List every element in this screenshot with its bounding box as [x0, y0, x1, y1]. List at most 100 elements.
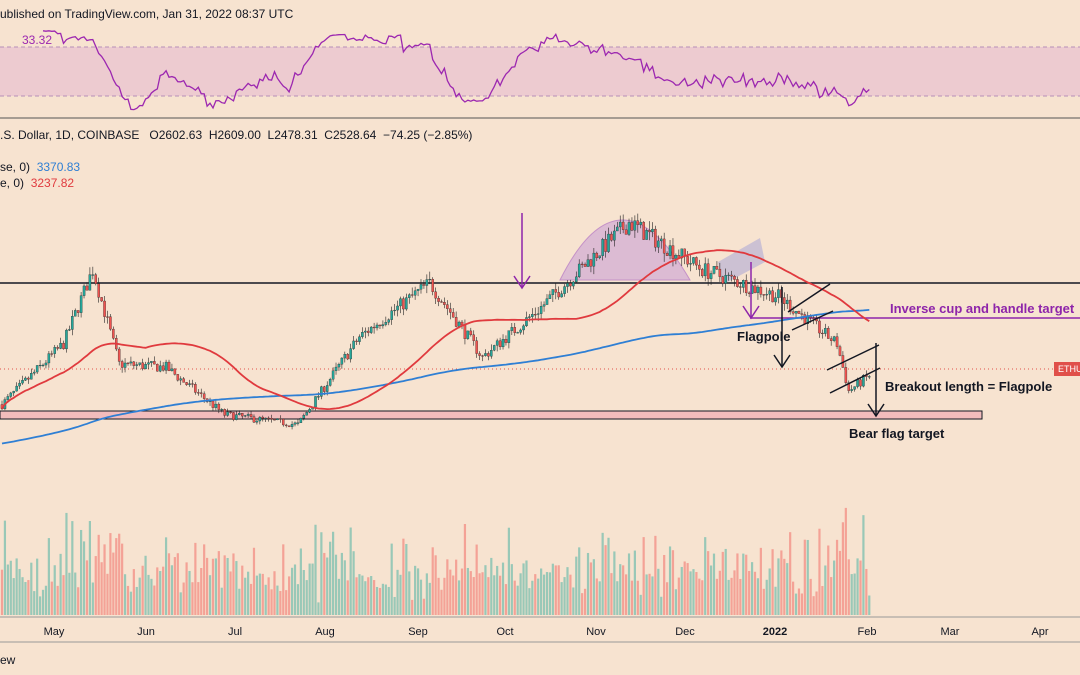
- volume-bar: [753, 571, 757, 615]
- candle-body: [276, 418, 279, 421]
- volume-bar: [229, 571, 232, 615]
- candle-body: [135, 364, 139, 366]
- open-label: O: [149, 128, 159, 142]
- candle-body: [191, 383, 194, 385]
- volume-bar: [103, 544, 106, 615]
- ma1-legend: se, 0) 3370.83: [0, 160, 80, 174]
- candle-body: [129, 361, 133, 364]
- candle-body: [654, 228, 657, 248]
- candle-body: [419, 284, 423, 290]
- candle-body: [838, 346, 842, 356]
- ohlc-line: .S. Dollar, 1D, COINBASE O2602.63 H2609.…: [0, 128, 472, 142]
- volume-bar: [329, 541, 332, 615]
- volume-bar: [721, 551, 724, 615]
- volume-bar: [540, 568, 543, 615]
- candle-body: [498, 340, 502, 348]
- volume-bar: [645, 574, 648, 615]
- volume-bar: [74, 572, 77, 615]
- volume-bar: [428, 582, 431, 615]
- volume-bar: [203, 544, 206, 615]
- volume-bar: [267, 577, 270, 615]
- candle-body: [490, 350, 493, 357]
- volume-bar: [624, 574, 628, 615]
- flag1-upper: [787, 283, 831, 313]
- volume-bar: [794, 593, 798, 615]
- volume-bar: [38, 596, 42, 615]
- volume-bar: [853, 573, 856, 615]
- candle-body: [460, 321, 464, 326]
- volume-bar: [408, 571, 411, 615]
- candle-body: [616, 226, 619, 232]
- volume-bar: [440, 589, 443, 615]
- volume-bar: [516, 585, 519, 615]
- volume-bar: [144, 555, 147, 615]
- candle-body: [727, 274, 730, 276]
- volume-bar: [352, 551, 355, 615]
- candle-body: [569, 283, 572, 287]
- candle-body: [492, 345, 496, 351]
- volume-bar: [800, 593, 803, 615]
- volume-bar: [123, 574, 127, 615]
- volume-bar: [627, 553, 631, 615]
- volume-bar: [452, 575, 455, 615]
- candle-body: [425, 279, 429, 286]
- candle-body: [437, 298, 440, 302]
- volume-bar: [355, 577, 358, 615]
- candle-body: [282, 418, 285, 426]
- candle-body: [197, 392, 200, 394]
- candle-body: [68, 329, 71, 331]
- volume-bar: [126, 585, 130, 615]
- volume-bar: [434, 555, 437, 615]
- volume-bar: [106, 573, 109, 615]
- volume-bar: [704, 537, 707, 615]
- candle-body: [364, 330, 367, 333]
- volume-bar: [53, 565, 56, 615]
- candle-body: [510, 327, 514, 331]
- candle-body: [645, 230, 648, 240]
- candle-body: [147, 362, 150, 365]
- volume-bar: [674, 589, 677, 615]
- volume-bar: [188, 570, 191, 615]
- ma50-line: [1, 249, 870, 411]
- candle-body: [844, 367, 848, 383]
- candle-body: [434, 291, 437, 299]
- volume-bar: [469, 571, 472, 615]
- candle-body: [733, 276, 736, 280]
- candle-body: [132, 361, 136, 366]
- support-zone: [0, 410, 983, 420]
- candle-body: [671, 245, 675, 259]
- volume-bar: [147, 574, 150, 615]
- candle-body: [56, 347, 59, 349]
- volume-bar: [504, 584, 508, 615]
- volume-bar: [548, 572, 552, 615]
- candle-body: [551, 289, 555, 295]
- volume-bar: [206, 557, 209, 615]
- candle-body: [103, 300, 106, 317]
- close-label: C: [324, 128, 333, 142]
- volume-bar: [762, 588, 765, 615]
- candle-body: [862, 375, 865, 387]
- candle-body: [730, 274, 733, 277]
- volume-bar: [496, 565, 499, 615]
- volume-bar: [575, 556, 578, 615]
- candle-body: [138, 362, 141, 365]
- volume-bar: [361, 575, 364, 615]
- candle-body: [249, 414, 253, 417]
- volume-bar: [62, 575, 65, 615]
- volume-bar: [844, 507, 847, 615]
- volume-bar: [220, 587, 223, 615]
- candle-body: [188, 383, 191, 385]
- candle-body: [290, 424, 294, 427]
- volume-bar: [135, 586, 138, 615]
- candle-body: [662, 238, 666, 254]
- candle-body: [349, 348, 352, 360]
- ma2-legend: e, 0) 3237.82: [0, 176, 74, 190]
- candle-body: [504, 339, 508, 343]
- volume-bar: [164, 537, 168, 615]
- volume-bar: [604, 545, 607, 615]
- candle-body: [592, 252, 596, 267]
- candle-body: [703, 263, 707, 277]
- candle-body: [199, 392, 203, 394]
- volume-bar: [100, 562, 103, 615]
